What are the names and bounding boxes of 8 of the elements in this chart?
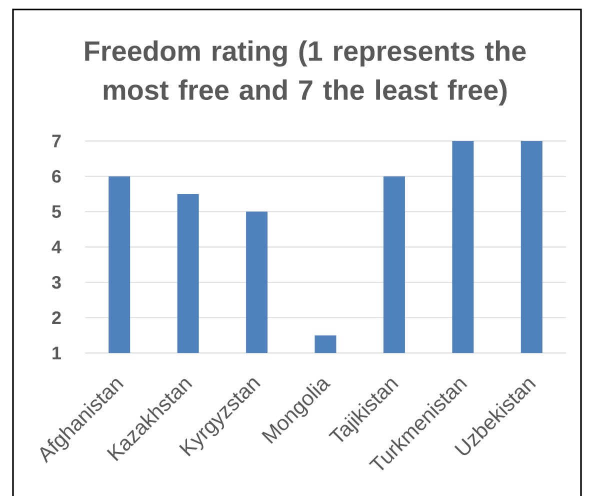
y-tick-label: 3: [52, 276, 61, 289]
chart-title: Freedom rating (1 represents the most free and 7 the least free): [85, 40, 526, 106]
y-tick-label: 4: [52, 240, 62, 254]
y-tick-label: 2: [52, 311, 61, 324]
y-tick-label: 6: [52, 170, 61, 183]
y-tick-label: 7: [52, 134, 61, 148]
y-tick-label: 5: [52, 205, 61, 218]
y-tick-label: 1: [52, 346, 61, 360]
